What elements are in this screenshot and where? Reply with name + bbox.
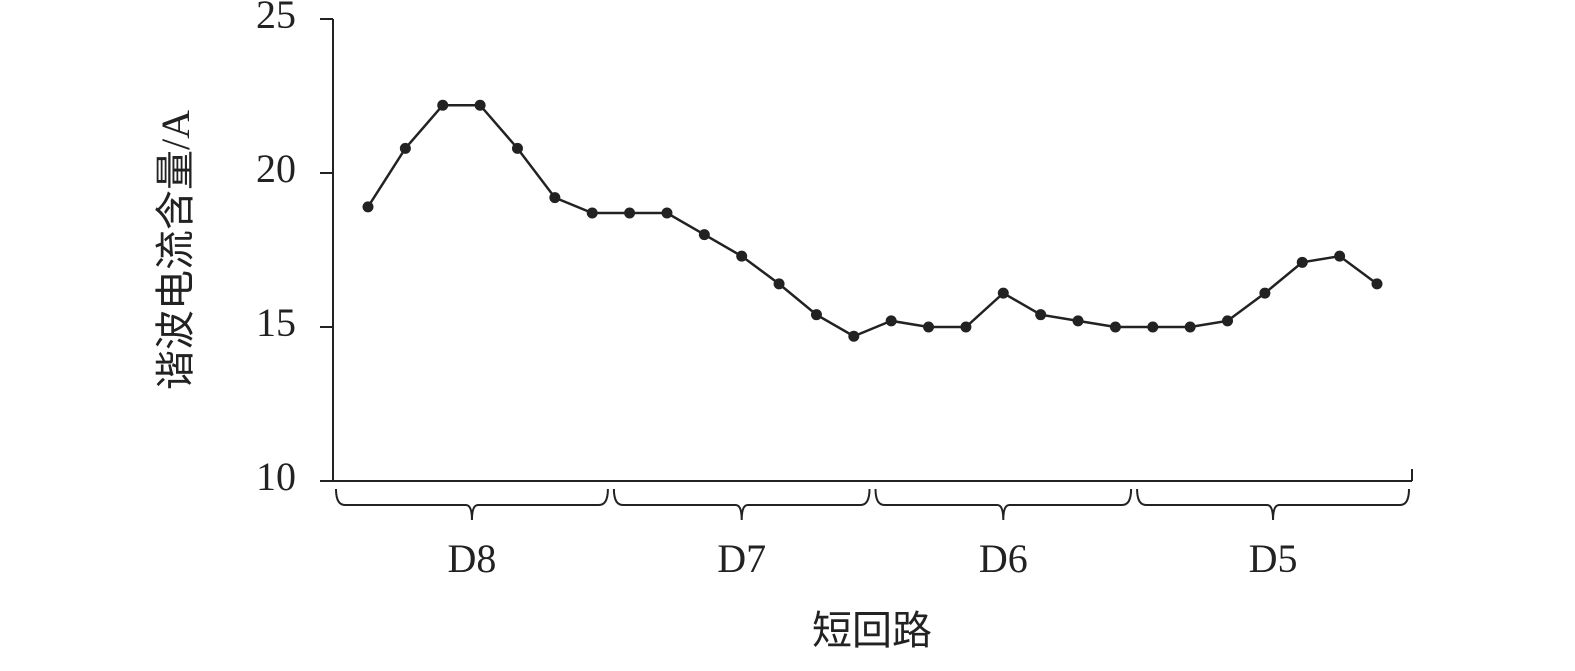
data-point — [549, 192, 561, 204]
group-brace — [1136, 488, 1410, 521]
group-brace — [612, 488, 871, 521]
data-point — [586, 207, 598, 219]
group-brace — [874, 488, 1133, 521]
data-point — [997, 287, 1009, 299]
data-point — [1035, 309, 1047, 321]
data-point — [1147, 321, 1159, 333]
data-point — [1072, 315, 1084, 327]
y-tick-label: 10 — [256, 454, 296, 499]
group-label: D8 — [448, 536, 497, 581]
data-point — [1334, 250, 1346, 262]
data-point — [885, 315, 897, 327]
data-point — [923, 321, 935, 333]
data-point — [810, 309, 822, 321]
data-point — [698, 229, 710, 241]
data-point — [848, 330, 860, 342]
data-point — [661, 207, 673, 219]
data-point — [511, 142, 523, 154]
data-point — [1296, 256, 1308, 268]
group-label: D6 — [979, 536, 1028, 581]
data-point — [1371, 278, 1383, 290]
data-point — [362, 201, 374, 213]
data-point — [437, 99, 449, 111]
data-point — [1184, 321, 1196, 333]
data-point — [1259, 287, 1271, 299]
data-point — [399, 142, 411, 154]
y-tick-label: 25 — [256, 0, 296, 37]
x-axis-label: 短回路 — [812, 608, 932, 653]
data-point — [1222, 315, 1234, 327]
data-point — [474, 99, 486, 111]
group-label: D5 — [1249, 536, 1298, 581]
group-brace — [335, 488, 609, 521]
data-point — [960, 321, 972, 333]
data-point — [736, 250, 748, 262]
data-point — [773, 278, 785, 290]
data-point — [624, 207, 636, 219]
group-label: D7 — [717, 536, 766, 581]
data-point — [1109, 321, 1121, 333]
y-tick-label: 15 — [256, 300, 296, 345]
y-tick-label: 20 — [256, 146, 296, 191]
y-axis-label: 谐波电流含量/A — [153, 110, 198, 390]
data-line — [366, 103, 1378, 338]
